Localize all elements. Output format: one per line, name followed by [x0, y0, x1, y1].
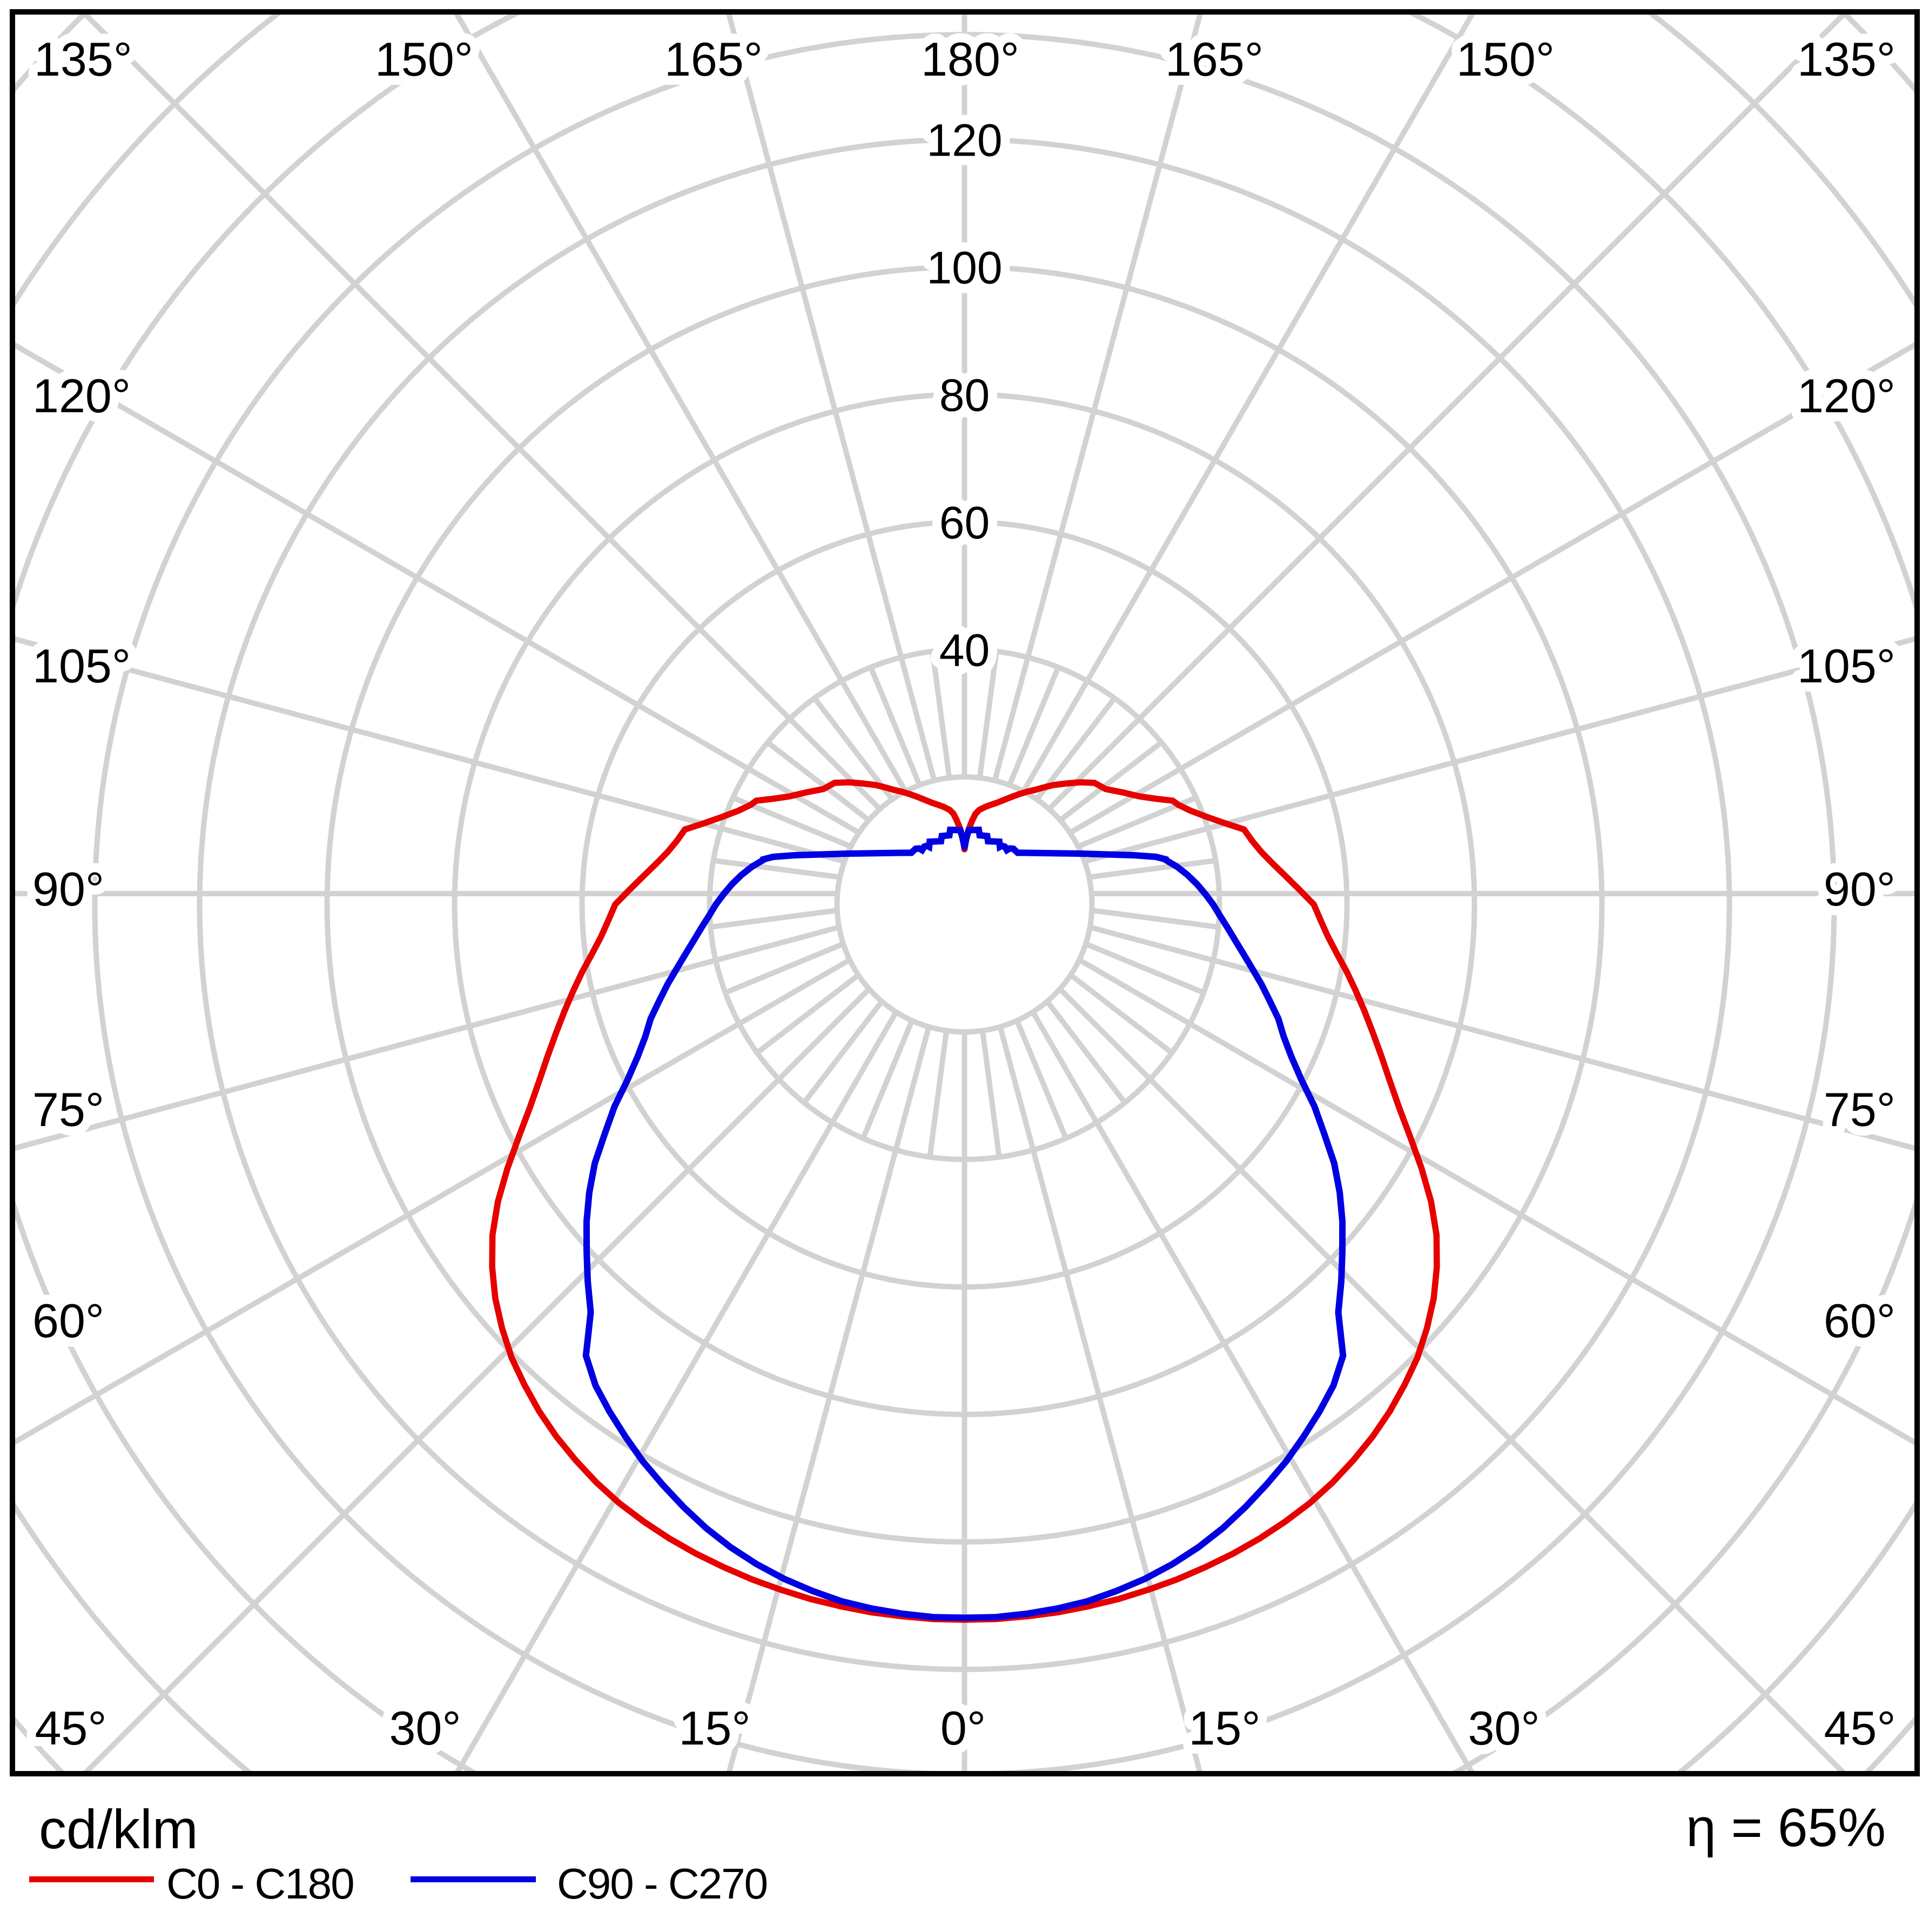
svg-text:15°: 15°	[1188, 1701, 1260, 1755]
svg-text:105°: 105°	[1797, 639, 1896, 693]
svg-text:150°: 150°	[375, 32, 473, 86]
svg-text:100: 100	[926, 243, 1002, 293]
svg-text:120°: 120°	[32, 369, 131, 422]
svg-text:165°: 165°	[664, 32, 763, 86]
svg-text:75°: 75°	[32, 1083, 104, 1136]
svg-text:105°: 105°	[32, 639, 131, 693]
svg-text:120°: 120°	[1797, 369, 1896, 422]
svg-text:135°: 135°	[1797, 32, 1896, 86]
svg-text:0°: 0°	[940, 1701, 986, 1755]
svg-text:135°: 135°	[34, 32, 132, 86]
svg-text:90°: 90°	[1824, 862, 1896, 916]
svg-text:45°: 45°	[35, 1701, 106, 1755]
svg-text:η = 65%: η = 65%	[1686, 1797, 1886, 1858]
svg-text:C90 - C270: C90 - C270	[557, 1860, 767, 1908]
svg-text:165°: 165°	[1165, 32, 1263, 86]
svg-text:30°: 30°	[389, 1701, 461, 1755]
svg-text:60°: 60°	[32, 1294, 104, 1347]
svg-text:C0 - C180: C0 - C180	[166, 1860, 354, 1908]
svg-text:90°: 90°	[32, 862, 104, 916]
svg-text:80: 80	[939, 370, 990, 421]
svg-text:120: 120	[926, 115, 1002, 166]
svg-text:60: 60	[939, 498, 990, 548]
svg-text:60°: 60°	[1824, 1294, 1896, 1347]
svg-text:15°: 15°	[678, 1701, 750, 1755]
svg-text:180°: 180°	[921, 32, 1019, 86]
svg-text:40: 40	[939, 625, 990, 676]
svg-text:30°: 30°	[1468, 1701, 1540, 1755]
svg-text:75°: 75°	[1824, 1083, 1896, 1136]
svg-text:45°: 45°	[1824, 1701, 1896, 1755]
svg-text:cd/klm: cd/klm	[39, 1799, 198, 1860]
svg-text:150°: 150°	[1456, 32, 1555, 86]
